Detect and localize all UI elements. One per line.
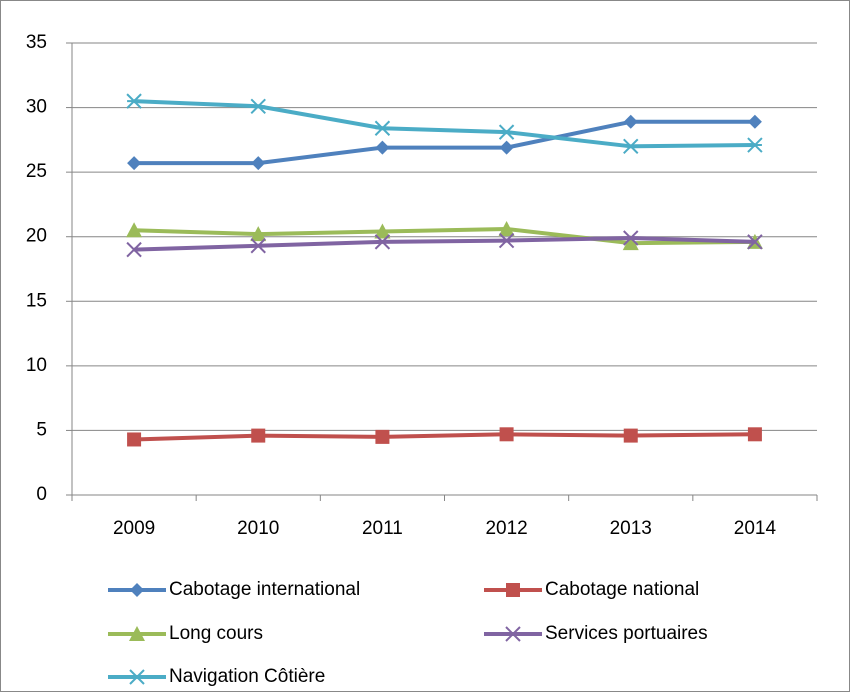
data-point [127,432,142,447]
legend-marker [129,669,145,685]
data-point [498,232,515,249]
data-point [375,429,390,444]
data-point [623,138,639,155]
data-point [126,241,142,258]
legend-label: Services portuaires [545,623,708,644]
series-line [134,119,755,166]
x-tick-label: 2010 [237,518,279,539]
data-point [126,93,142,109]
series-line [133,99,755,149]
data-point [623,230,639,246]
data-point [251,156,266,171]
series-line [134,432,755,442]
data-point [126,222,143,238]
data-point [747,137,763,153]
legend-marker [506,583,520,597]
data-point [498,220,515,236]
series-line [134,226,755,246]
legend-marker [129,626,145,641]
data-point [250,98,266,114]
y-tick-label: 0 [36,484,47,505]
data-point [499,140,514,155]
x-tick-label: 2013 [610,518,652,539]
data-point [127,156,142,171]
x-tick-label: 2012 [485,518,527,539]
y-tick-label: 15 [26,290,47,311]
y-tick-label: 35 [26,32,47,53]
legend-label: Cabotage national [545,579,699,600]
legend-label: Long cours [169,623,263,644]
y-tick-label: 25 [26,161,47,182]
data-point [374,120,391,136]
y-tick-label: 20 [26,226,47,247]
x-tick-label: 2014 [734,518,777,539]
data-point [747,427,762,442]
data-point [498,124,515,140]
data-point [747,114,762,129]
legend-marker [505,626,521,642]
data-point [499,427,514,442]
data-point [747,234,763,250]
y-tick-label: 30 [26,97,47,118]
series-line [134,236,755,252]
legend-label: Cabotage international [169,579,360,600]
y-tick-label: 10 [26,355,47,376]
data-point [374,234,391,250]
data-point [251,428,266,443]
legend-marker [130,583,144,597]
x-tick-label: 2009 [113,518,155,539]
data-point [250,238,266,254]
data-point [375,140,390,155]
data-point [623,428,638,443]
y-tick-label: 5 [36,419,47,440]
data-point [250,226,267,242]
data-point [374,223,391,239]
data-point [622,235,639,251]
data-point [623,114,638,129]
legend-label: Navigation Côtière [169,666,325,687]
x-tick-label: 2011 [362,518,403,539]
